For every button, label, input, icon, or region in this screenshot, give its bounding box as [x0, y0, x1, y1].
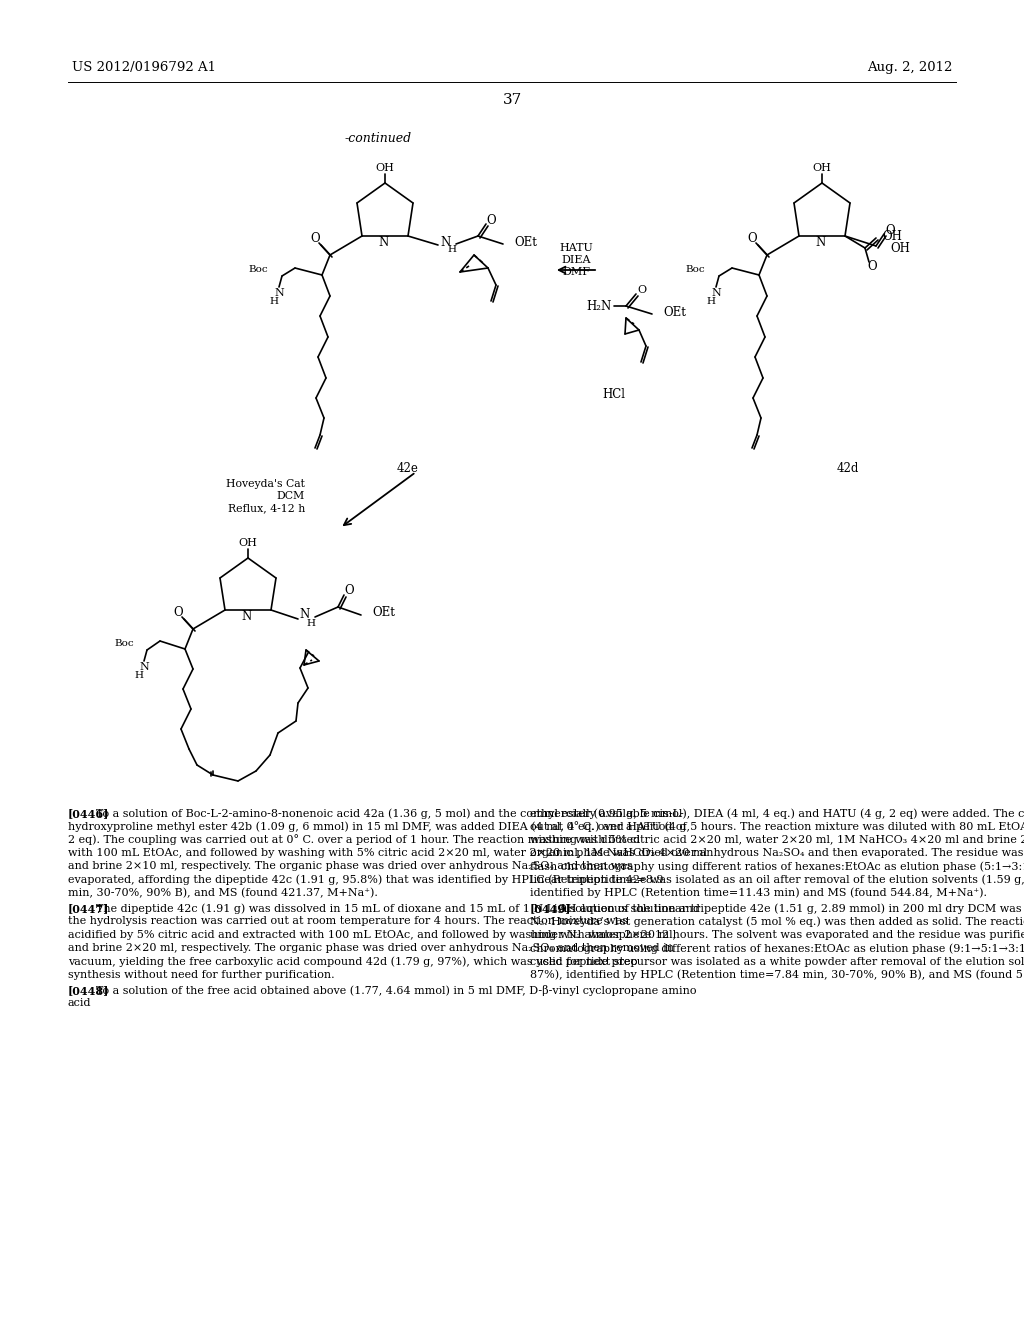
Text: N: N: [274, 288, 284, 298]
Text: acidified by 5% citric acid and extracted with 100 mL EtOAc, and followed by was: acidified by 5% citric acid and extracte…: [68, 929, 676, 940]
Text: DMF: DMF: [562, 267, 590, 277]
Text: chromatography using different ratios of hexanes:EtOAc as elution phase (9:1→5:1: chromatography using different ratios of…: [530, 942, 1024, 953]
Text: O: O: [637, 285, 646, 294]
Text: under N₂ atmosphere 12 hours. The solvent was evaporated and the residue was pur: under N₂ atmosphere 12 hours. The solven…: [530, 929, 1024, 940]
Text: and brine 2×10 ml, respectively. The organic phase was dried over anhydrous Na₂S: and brine 2×10 ml, respectively. The org…: [68, 861, 633, 871]
Text: [0446]: [0446]: [68, 808, 110, 818]
Text: acid: acid: [68, 998, 91, 1008]
Text: -continued: -continued: [344, 132, 412, 144]
Text: O: O: [486, 214, 496, 227]
Text: O: O: [344, 585, 354, 598]
Text: OH: OH: [813, 162, 831, 173]
Text: DIEA: DIEA: [561, 255, 591, 265]
Text: US 2012/0196792 A1: US 2012/0196792 A1: [72, 62, 216, 74]
Text: O: O: [867, 260, 877, 273]
Text: N: N: [711, 288, 721, 298]
Text: [0449]: [0449]: [530, 903, 571, 913]
Text: washing with 5% citric acid 2×20 ml, water 2×20 ml, 1M NaHCO₃ 4×20 ml and brine : washing with 5% citric acid 2×20 ml, wat…: [530, 834, 1024, 845]
Text: flash chromatography using different ratios of hexanes:EtOAc as elution phase (5: flash chromatography using different rat…: [530, 861, 1024, 871]
Text: To a solution of Boc-L-2-amino-8-nonenoic acid 42a (1.36 g, 5 mol) and the comme: To a solution of Boc-L-2-amino-8-nonenoi…: [96, 808, 684, 818]
Text: and brine 2×20 ml, respectively. The organic phase was dried over anhydrous Na₂S: and brine 2×20 ml, respectively. The org…: [68, 942, 674, 953]
Text: OH: OH: [882, 230, 902, 243]
Text: N: N: [300, 609, 310, 622]
Text: with 100 mL EtOAc, and followed by washing with 5% citric acid 2×20 ml, water 2×: with 100 mL EtOAc, and followed by washi…: [68, 847, 707, 858]
Text: N: N: [441, 235, 452, 248]
Text: synthesis without need for further purification.: synthesis without need for further purif…: [68, 970, 335, 979]
Text: Boc: Boc: [685, 265, 705, 275]
Text: Aug. 2, 2012: Aug. 2, 2012: [866, 62, 952, 74]
Text: N: N: [816, 235, 826, 248]
Text: 37: 37: [503, 92, 521, 107]
Text: [0447]: [0447]: [68, 903, 110, 913]
Text: linear tripeptide 42e was isolated as an oil after removal of the elution solven: linear tripeptide 42e was isolated as an…: [530, 874, 1024, 886]
Text: H: H: [707, 297, 716, 306]
Text: [0448]: [0448]: [68, 985, 110, 995]
Text: 2 eq). The coupling was carried out at 0° C. over a period of 1 hour. The reacti: 2 eq). The coupling was carried out at 0…: [68, 834, 640, 846]
Text: vacuum, yielding the free carboxylic acid compound 42d (1.79 g, 97%), which was : vacuum, yielding the free carboxylic aci…: [68, 956, 638, 966]
Text: O: O: [885, 223, 895, 236]
Text: O: O: [310, 232, 319, 246]
Text: A solution of the linear tripeptide 42e (1.51 g, 2.89 mmol) in 200 ml dry DCM wa: A solution of the linear tripeptide 42e …: [558, 903, 1024, 913]
Text: H₂N: H₂N: [587, 300, 612, 313]
Text: Hoveyda's Cat: Hoveyda's Cat: [226, 479, 305, 488]
Text: 42e: 42e: [397, 462, 419, 474]
Text: DCM: DCM: [276, 491, 305, 502]
Text: H: H: [269, 297, 279, 306]
Text: O: O: [173, 606, 183, 619]
Text: N: N: [139, 663, 148, 672]
Text: Reflux, 4-12 h: Reflux, 4-12 h: [227, 503, 305, 513]
Text: 87%), identified by HPLC (Retention time=7.84 min, 30-70%, 90% B), and MS (found: 87%), identified by HPLC (Retention time…: [530, 970, 1024, 981]
Text: The dipeptide 42c (1.91 g) was dissolved in 15 mL of dioxane and 15 mL of 1 N Li: The dipeptide 42c (1.91 g) was dissolved…: [96, 903, 700, 913]
Text: hydroxyproline methyl ester 42b (1.09 g, 6 mmol) in 15 ml DMF, was added DIEA (4: hydroxyproline methyl ester 42b (1.09 g,…: [68, 821, 690, 832]
Text: H: H: [134, 672, 143, 681]
Text: OH: OH: [376, 162, 394, 173]
Text: OEt: OEt: [663, 305, 686, 318]
Text: organic phase was dried over anhydrous Na₂SO₄ and then evaporated. The residue w: organic phase was dried over anhydrous N…: [530, 847, 1024, 858]
Text: identified by HPLC (Retention time=11.43 min) and MS (found 544.84, M+Na⁺).: identified by HPLC (Retention time=11.43…: [530, 888, 987, 899]
Text: Boc: Boc: [249, 265, 268, 275]
Text: Boc: Boc: [115, 639, 134, 648]
Text: ethyl ester (0.95 g, 5 mmol), DIEA (4 ml, 4 eq.) and HATU (4 g, 2 eq) were added: ethyl ester (0.95 g, 5 mmol), DIEA (4 ml…: [530, 808, 1024, 818]
Text: To a solution of the free acid obtained above (1.77, 4.64 mmol) in 5 ml DMF, D-β: To a solution of the free acid obtained …: [96, 985, 696, 995]
Text: evaporated, affording the dipeptide 42c (1.91 g, 95.8%) that was identified by H: evaporated, affording the dipeptide 42c …: [68, 874, 664, 886]
Text: min, 30-70%, 90% B), and MS (found 421.37, M+Na⁺).: min, 30-70%, 90% B), and MS (found 421.3…: [68, 888, 378, 898]
Text: 42d: 42d: [837, 462, 859, 474]
Text: the hydrolysis reaction was carried out at room temperature for 4 hours. The rea: the hydrolysis reaction was carried out …: [68, 916, 628, 927]
Text: N: N: [379, 235, 389, 248]
Text: H: H: [447, 246, 457, 255]
Text: HCl: HCl: [602, 388, 626, 400]
Text: cyclic peptide precursor was isolated as a white powder after removal of the elu: cyclic peptide precursor was isolated as…: [530, 956, 1024, 966]
Text: OH: OH: [890, 242, 910, 255]
Text: OH: OH: [239, 539, 257, 548]
Text: HATU: HATU: [559, 243, 593, 253]
Text: N₂. Hoveyda’s 1st generation catalyst (5 mol % eq.) was then added as solid. The: N₂. Hoveyda’s 1st generation catalyst (5…: [530, 916, 1024, 927]
Text: O: O: [748, 232, 757, 246]
Text: OEt: OEt: [514, 235, 537, 248]
Text: out at 0° C. over a period of 5 hours. The reaction mixture was diluted with 80 : out at 0° C. over a period of 5 hours. T…: [530, 821, 1024, 832]
Text: H: H: [306, 619, 315, 627]
Text: N: N: [242, 610, 252, 623]
Text: OEt: OEt: [372, 606, 395, 619]
